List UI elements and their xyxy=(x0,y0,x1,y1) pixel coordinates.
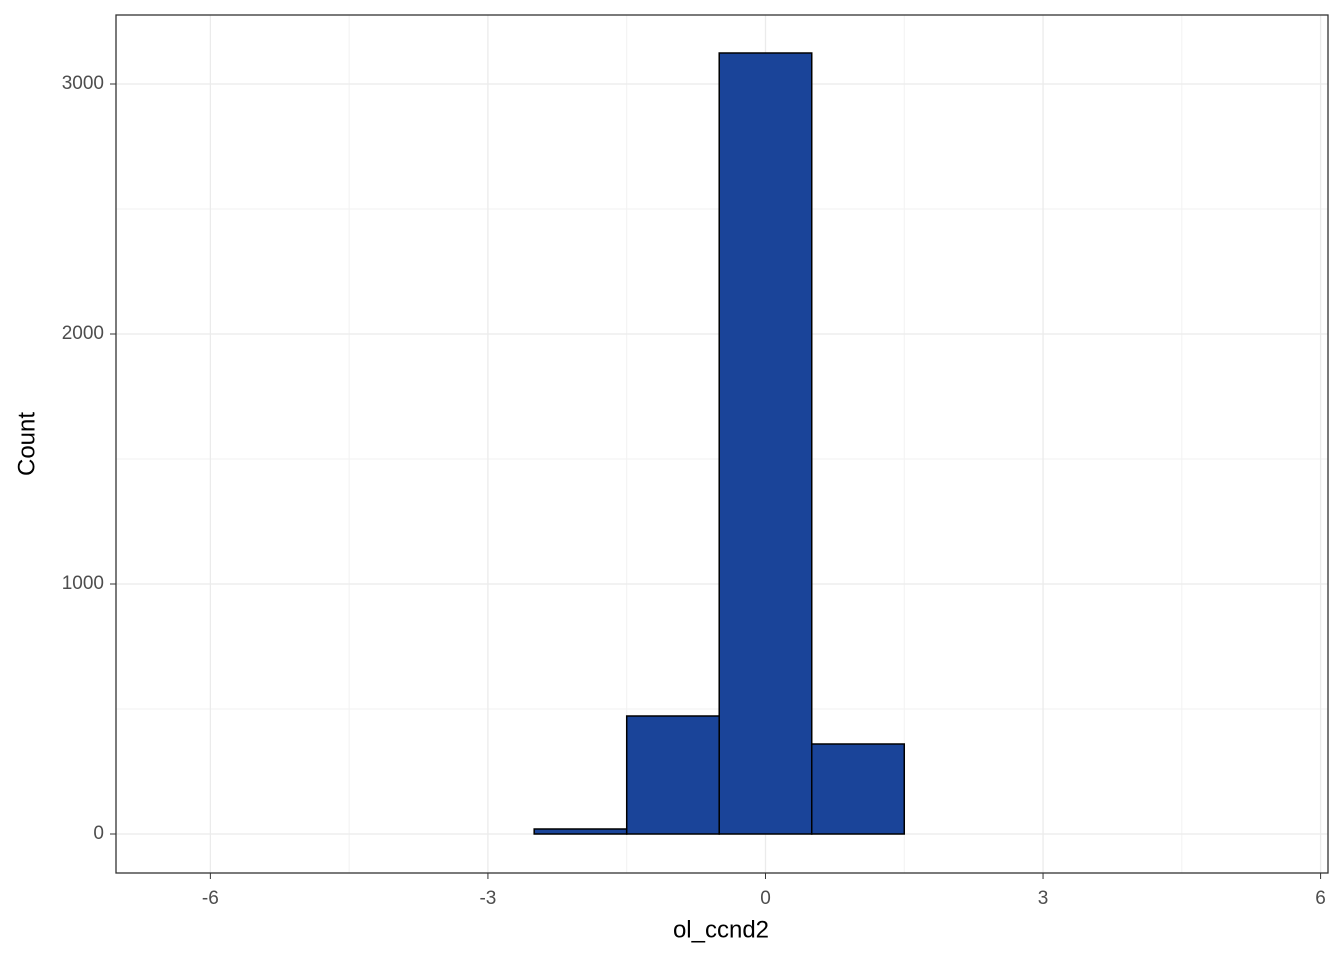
bar xyxy=(718,52,813,835)
x-tick-label: 6 xyxy=(1315,888,1326,909)
x-tick-label: 3 xyxy=(1038,888,1049,909)
y-tick-label: 0 xyxy=(93,823,104,844)
x-tick-label: 0 xyxy=(760,888,771,909)
y-tick-label: 3000 xyxy=(62,73,104,94)
x-axis-title: ol_ccnd2 xyxy=(673,916,769,943)
x-tick-label: -6 xyxy=(202,888,219,909)
y-tick-label: 1000 xyxy=(62,573,104,594)
panel-border xyxy=(115,14,1329,874)
x-tick-label: -3 xyxy=(479,888,496,909)
y-axis-title: Count xyxy=(13,412,40,476)
y-tick-label: 2000 xyxy=(62,323,104,344)
bar xyxy=(810,743,906,835)
bar xyxy=(533,828,628,835)
bar xyxy=(625,715,720,835)
